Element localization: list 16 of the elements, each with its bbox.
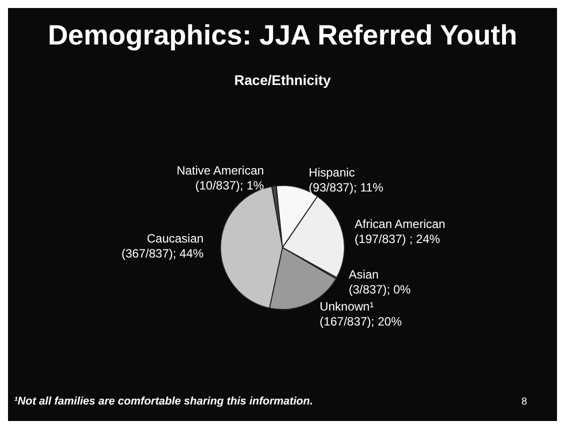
data-label: (10/837); 1% xyxy=(195,178,264,193)
data-label: (197/837) ; 24% xyxy=(354,232,440,246)
slice-label: African American xyxy=(354,216,446,231)
chart-subtitle: Race/Ethnicity xyxy=(234,72,331,88)
data-label: (167/837); 20% xyxy=(320,314,402,329)
slice-label: Unknown¹ xyxy=(320,300,374,314)
text: 8 xyxy=(521,396,528,408)
slice-label: Hispanic xyxy=(308,165,355,180)
slice-label: Asian xyxy=(348,268,379,282)
text: ¹Not all families are comfortable sharing this information. xyxy=(14,396,313,408)
data-label: (367/837); 44% xyxy=(122,246,204,261)
chart-title: Demographics: JJA Referred Youth xyxy=(48,20,518,50)
data-label: (3/837); 0% xyxy=(348,282,412,297)
slice-label: Native American xyxy=(176,164,264,178)
slice-label: Caucasian xyxy=(146,232,204,246)
data-label: (93/837); 11% xyxy=(308,180,384,194)
